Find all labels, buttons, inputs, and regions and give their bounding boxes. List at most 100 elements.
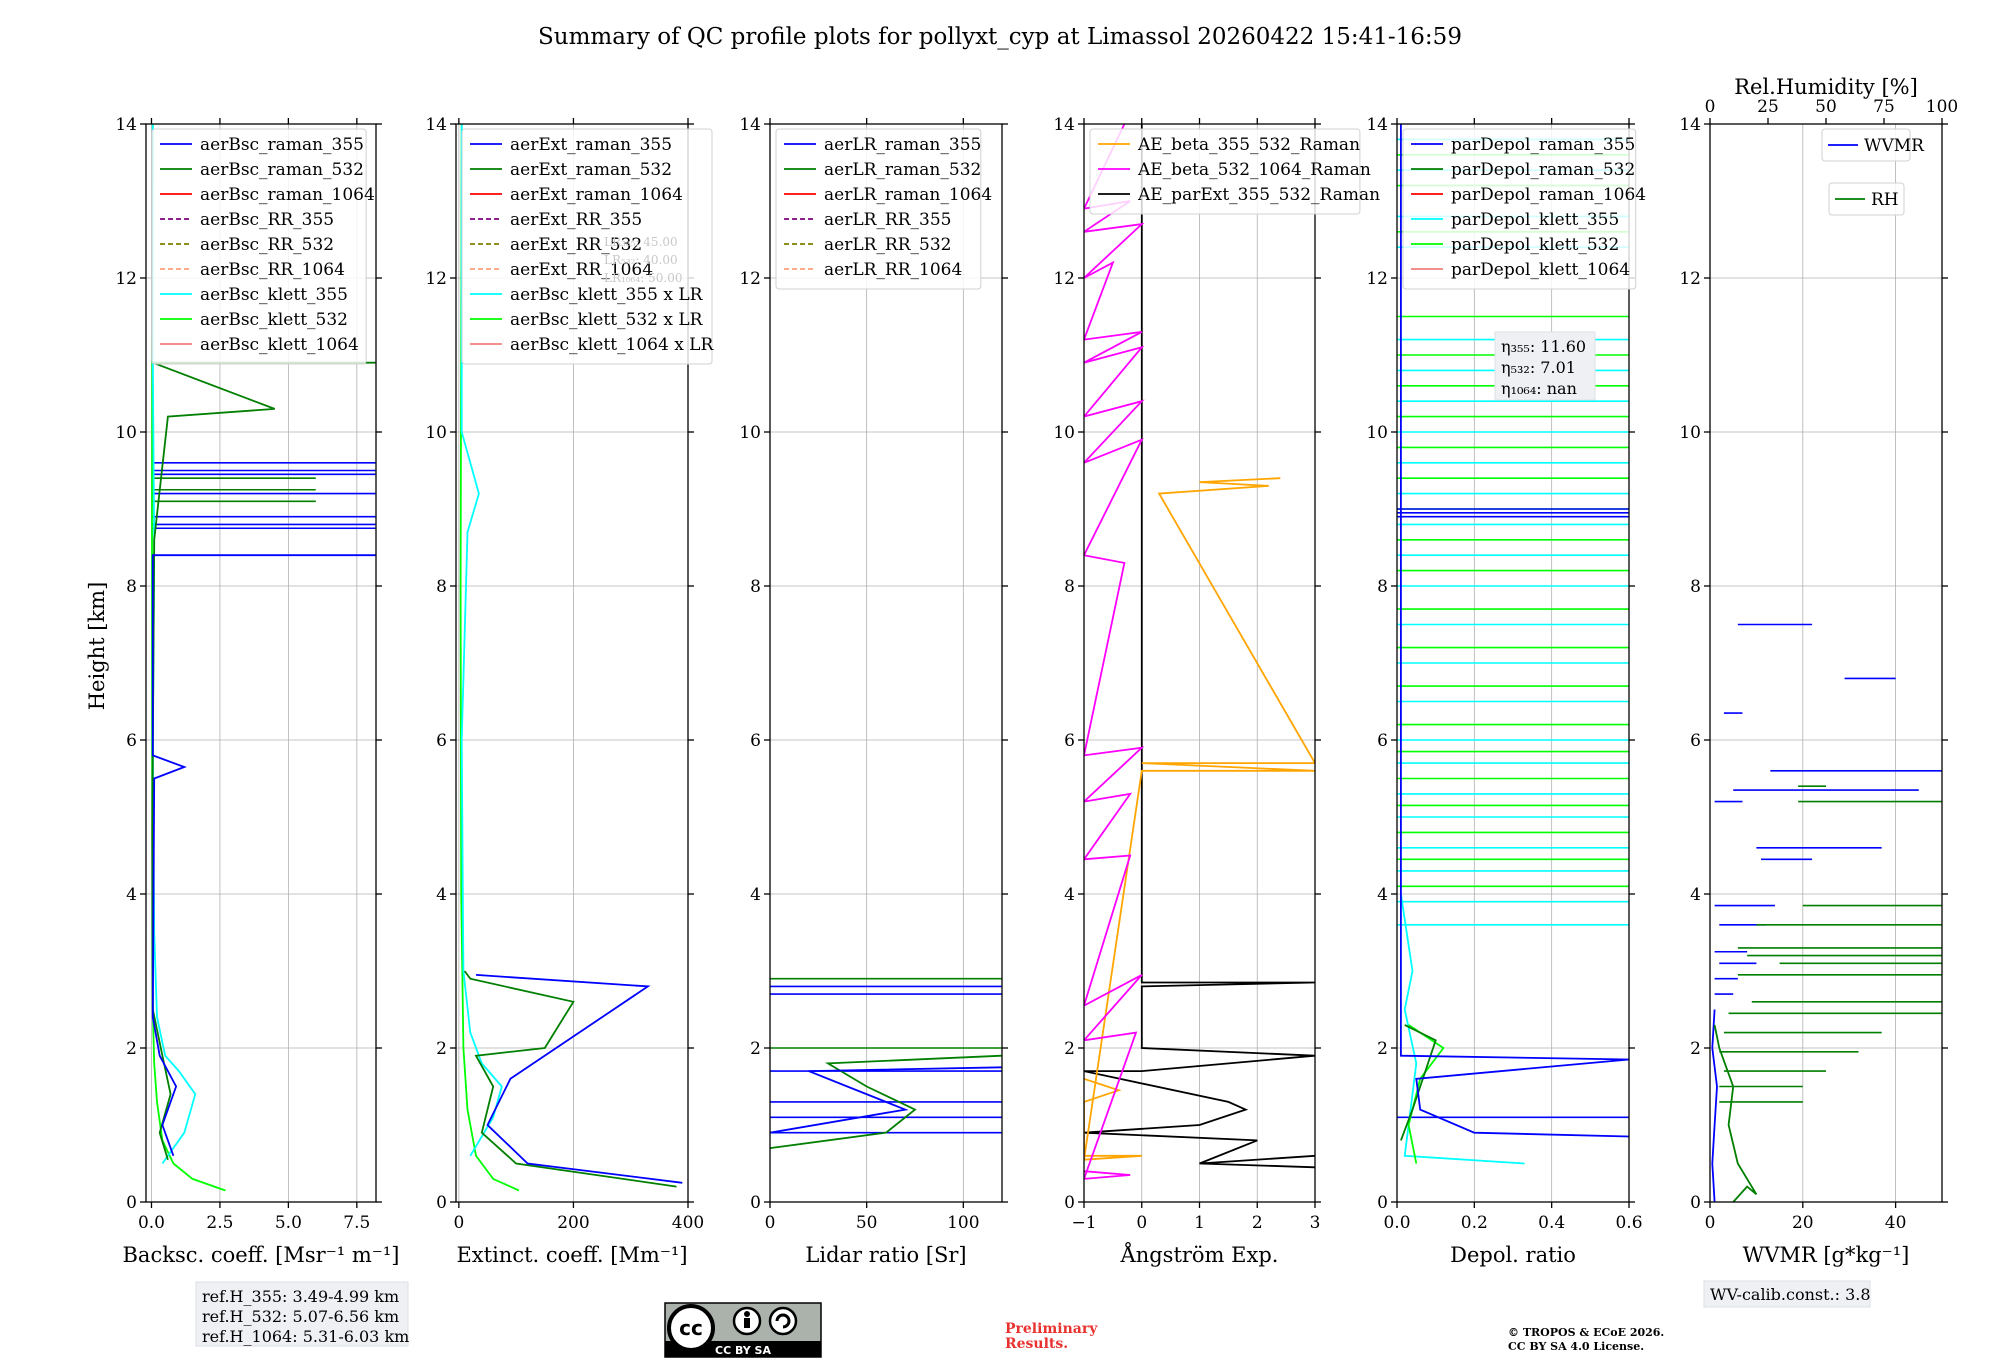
legend-box bbox=[1089, 128, 1361, 215]
y-tick-label: 8 bbox=[436, 577, 447, 597]
legend-box bbox=[151, 128, 367, 365]
x-tick-label: 0 bbox=[453, 1213, 464, 1233]
data-layer-lr bbox=[770, 977, 1002, 1149]
series-wvmr bbox=[1711, 1009, 1718, 1202]
top-tick-label: 0 bbox=[1705, 97, 1716, 117]
copyright-line-2: CC BY SA 4.0 License. bbox=[1508, 1340, 1644, 1353]
legend-label: WVMR bbox=[1864, 136, 1925, 156]
x-tick-label: 2 bbox=[1252, 1213, 1263, 1233]
legend-box bbox=[1402, 128, 1637, 290]
x-tick-label: −1 bbox=[1071, 1213, 1096, 1233]
y-tick-label: 6 bbox=[1690, 731, 1701, 751]
series-ae-beta-355-532-raman bbox=[1084, 477, 1315, 1161]
legend-label: aerBsc_raman_532 bbox=[200, 160, 364, 180]
y-tick-label: 0 bbox=[750, 1193, 761, 1213]
top-tick-label: 50 bbox=[1815, 97, 1837, 117]
legend-wv-rh: RH bbox=[1828, 182, 1905, 216]
y-tick-label: 2 bbox=[1377, 1039, 1388, 1059]
y-tick-label: 6 bbox=[750, 731, 761, 751]
x-tick-label: 0.2 bbox=[1461, 1213, 1488, 1233]
legend-label: aerBsc_klett_1064 bbox=[200, 335, 359, 355]
eta-label: η₁₀₆₄: nan bbox=[1501, 379, 1577, 398]
ref-height-532: ref.H_532: 5.07-6.56 km bbox=[202, 1307, 399, 1326]
legend-label: aerBsc_RR_355 bbox=[200, 210, 334, 230]
legend-label: aerExt_RR_355 bbox=[510, 210, 642, 230]
legend-label: aerLR_RR_1064 bbox=[824, 260, 962, 280]
series-pardepol-raman-355 bbox=[1400, 124, 1629, 1138]
y-tick-label: 4 bbox=[1064, 885, 1075, 905]
y-tick-label: 14 bbox=[1679, 115, 1701, 135]
y-tick-label: 2 bbox=[750, 1039, 761, 1059]
y-tick-label: 0 bbox=[1064, 1193, 1075, 1213]
y-tick-label: 8 bbox=[1377, 577, 1388, 597]
series-aerext-raman-355 bbox=[475, 974, 683, 1184]
top-tick-label: 75 bbox=[1873, 97, 1895, 117]
panel-lr: 0 50 100 0 2 4 6 8 10 12 14 Lidar ratio [Sr] aerLR_r… bbox=[739, 115, 1008, 1267]
y-tick-label: 10 bbox=[425, 423, 447, 443]
wv-calib-constant: WV-calib.const.: 3.8 bbox=[1710, 1285, 1871, 1304]
legend-label: aerBsc_klett_532 x LR bbox=[510, 310, 704, 330]
legend-label: aerExt_raman_1064 bbox=[510, 185, 683, 205]
plot-frame bbox=[455, 123, 689, 1203]
panel-ext: 0 200 400 0 2 4 6 8 10 12 14 Extinct. coeff. [Mm⁻¹]… bbox=[425, 115, 714, 1267]
cc-license-badge: cc CC BY SA bbox=[664, 1302, 822, 1358]
figure-title: Summary of QC profile plots for pollyxt_… bbox=[538, 24, 1462, 50]
x-tick-label: 0.4 bbox=[1538, 1213, 1565, 1233]
plot-frame bbox=[1396, 123, 1630, 1203]
y-tick-label: 10 bbox=[1679, 423, 1701, 443]
y-tick-label: 2 bbox=[1690, 1039, 1701, 1059]
plot-frame bbox=[145, 123, 377, 1203]
legend-label: aerLR_RR_532 bbox=[824, 235, 951, 255]
series-ae-beta-532-1064-raman bbox=[1084, 124, 1145, 1180]
y-tick-label: 10 bbox=[1366, 423, 1388, 443]
y-tick-label: 4 bbox=[1377, 885, 1388, 905]
x-tick-label: 0 bbox=[1705, 1213, 1716, 1233]
eta-box: η₃₅₅: 11.60 η₅₃₂: 7.01 η₁₀₆₄: nan bbox=[1494, 331, 1596, 401]
legend-label: aerBsc_RR_532 bbox=[200, 235, 334, 255]
eta-label: η₃₅₅: 11.60 bbox=[1501, 337, 1586, 356]
y-tick-label: 14 bbox=[1053, 115, 1075, 135]
x-tick-label: 0.6 bbox=[1615, 1213, 1642, 1233]
legend-label: aerLR_raman_355 bbox=[824, 135, 981, 155]
x-tick-label: 400 bbox=[672, 1213, 704, 1233]
x-tick-label: 3 bbox=[1310, 1213, 1321, 1233]
series-ae-parext-355-532-raman bbox=[1084, 124, 1315, 1169]
legend-bsc: aerBsc_raman_355 aerBsc_raman_532 aerBsc_r… bbox=[151, 128, 375, 365]
lr-label: LR₅₃₂: 40.00 bbox=[604, 253, 678, 267]
y-tick-label: 12 bbox=[1053, 269, 1075, 289]
x-axis-label-ext: Extinct. coeff. [Mm⁻¹] bbox=[456, 1243, 687, 1267]
series-aerbsc-klett-532-x-lr bbox=[459, 124, 520, 1192]
series-pardepol-klett-355 bbox=[1400, 893, 1525, 1165]
ref-heights-box: ref.H_355: 3.49-4.99 km ref.H_532: 5.07-… bbox=[195, 1281, 409, 1347]
legend-label: aerBsc_raman_355 bbox=[200, 135, 364, 155]
lr-label: LR₃₅₅: 45.00 bbox=[604, 235, 678, 249]
top-tick-label: 25 bbox=[1757, 97, 1779, 117]
legend-label: parDepol_klett_355 bbox=[1451, 210, 1619, 230]
legend-lr: aerLR_raman_355 aerLR_raman_532 aerLR_rama… bbox=[775, 128, 992, 290]
x-tick-label: 0 bbox=[1136, 1213, 1147, 1233]
x-tick-label: 5.0 bbox=[275, 1213, 302, 1233]
legend-box bbox=[1828, 182, 1905, 216]
legend-box bbox=[461, 128, 713, 365]
panel-depol: 0.0 0.2 0.4 0.6 0 2 4 6 8 10 12 14 Depol. ratio parDe… bbox=[1366, 115, 1646, 1267]
y-tick-label: 6 bbox=[436, 731, 447, 751]
x-tick-label: 0.0 bbox=[1383, 1213, 1410, 1233]
y-tick-label: 14 bbox=[1366, 115, 1388, 135]
y-tick-label: 12 bbox=[739, 269, 761, 289]
y-tick-label: 4 bbox=[750, 885, 761, 905]
series-aerlr-raman-355 bbox=[770, 1066, 1002, 1134]
preliminary-label-2: Results. bbox=[1005, 1336, 1068, 1352]
x-axis-label-lr: Lidar ratio [Sr] bbox=[805, 1243, 966, 1267]
x-tick-label: 100 bbox=[947, 1213, 979, 1233]
y-tick-label: 10 bbox=[1053, 423, 1075, 443]
plot-frame bbox=[1709, 123, 1943, 1203]
y-axis-label: Height [km] bbox=[85, 582, 109, 711]
y-tick-label: 10 bbox=[115, 423, 137, 443]
y-tick-label: 12 bbox=[1679, 269, 1701, 289]
legend-label: aerBsc_klett_355 bbox=[200, 285, 348, 305]
legend-wv-wvmr: WVMR bbox=[1821, 128, 1925, 162]
eta-background bbox=[1494, 331, 1596, 401]
y-tick-label: 0 bbox=[1377, 1193, 1388, 1213]
x-axis-label-bsc: Backsc. coeff. [Msr⁻¹ m⁻¹] bbox=[123, 1243, 400, 1267]
y-tick-label: 0 bbox=[436, 1193, 447, 1213]
